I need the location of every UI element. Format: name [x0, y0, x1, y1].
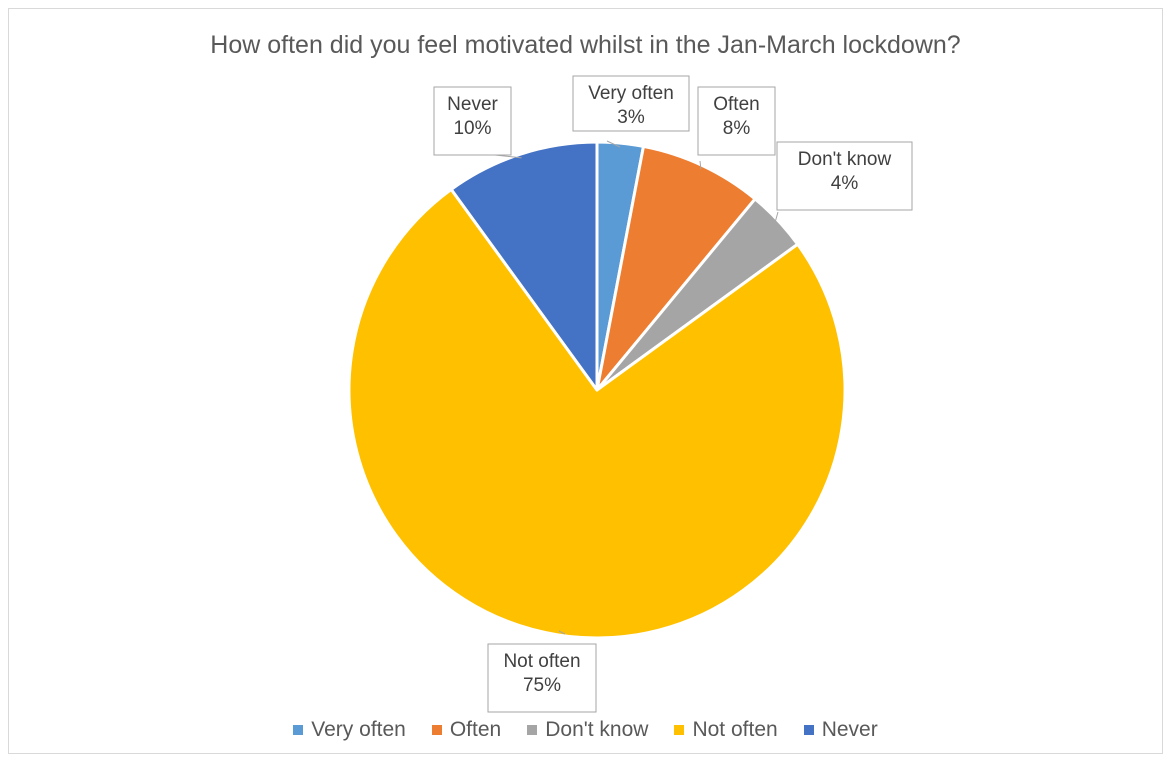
legend-item-very-often: Very often: [293, 718, 406, 742]
pie-slice-not-often: [347, 187, 847, 640]
data-label-value-never: 10%: [453, 118, 491, 139]
data-label-category-not-often: Not often: [503, 651, 580, 672]
leader-line-very-often: [606, 140, 621, 148]
data-label-box-never: [433, 86, 512, 156]
leader-line-often: [699, 160, 702, 170]
data-label-category-don-t-know: Don't know: [798, 149, 892, 170]
data-label-value-don-t-know: 4%: [831, 173, 859, 194]
legend-item-often: Often: [431, 718, 502, 742]
pie-slices: [347, 140, 847, 640]
data-label-box-very-often: [572, 75, 690, 132]
data-label-value-often: 8%: [723, 118, 751, 139]
legend-label-not-often: Not often: [692, 718, 778, 741]
legend-swatch-not-often: [674, 725, 685, 735]
chart-title: How often did you feel motivated whilst …: [210, 31, 961, 59]
data-labels: Very often 3% Often 8% Don't know 4% Not often…: [433, 75, 913, 713]
data-label-box-often: [697, 86, 776, 156]
legend-item-don-t-know: Don't know: [527, 718, 648, 742]
data-label-category-never: Never: [447, 94, 498, 115]
legend: Very often Often Don't know Not often Never: [0, 718, 1171, 742]
pie-slice-never: [449, 140, 599, 392]
data-label-category-very-often: Very often: [588, 83, 674, 104]
legend-label-often: Often: [449, 718, 502, 741]
leader-line-not-often: [558, 630, 566, 635]
legend-label-very-often: Very often: [311, 718, 406, 741]
legend-swatch-don-t-know: [527, 725, 538, 735]
legend-item-not-often: Not often: [674, 718, 778, 742]
legend-swatch-never: [803, 725, 814, 735]
data-label-value-very-often: 3%: [617, 107, 645, 128]
leader-line-don-t-know: [774, 211, 779, 224]
legend-item-never: Never: [803, 718, 878, 742]
legend-label-never: Never: [821, 718, 878, 741]
data-label-box-don-t-know: [776, 141, 913, 211]
legend-swatch-very-often: [293, 725, 304, 735]
legend-swatch-often: [431, 725, 442, 735]
data-label-box-not-often: [487, 643, 597, 713]
pie-slice-often: [595, 144, 757, 392]
data-label-value-not-often: 75%: [523, 675, 561, 696]
legend-label-don-t-know: Don't know: [545, 718, 649, 741]
data-label-category-often: Often: [713, 94, 759, 115]
